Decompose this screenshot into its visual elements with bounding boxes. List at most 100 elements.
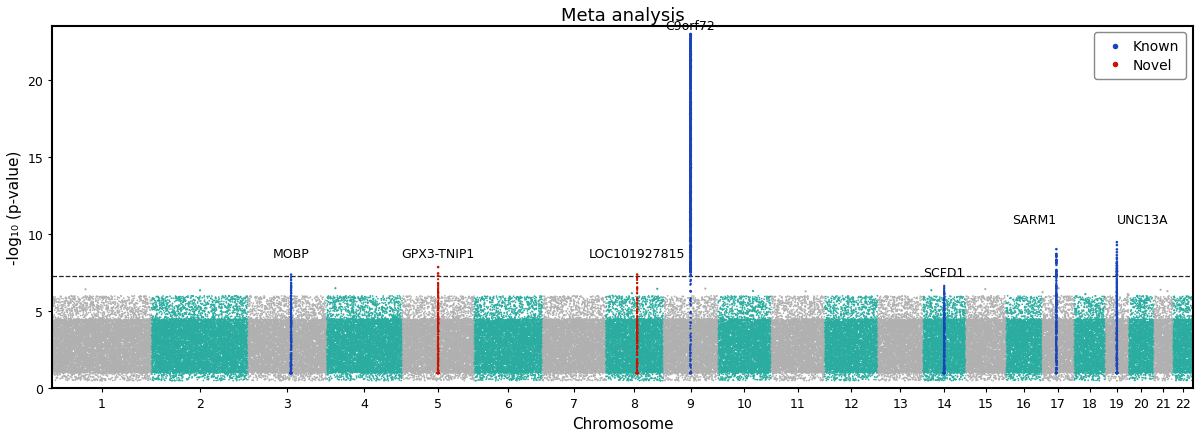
Point xyxy=(524,364,544,371)
Point xyxy=(1130,339,1150,346)
Point xyxy=(1168,356,1187,363)
Point xyxy=(678,325,697,332)
Point xyxy=(656,346,676,353)
Point xyxy=(112,353,131,360)
Point xyxy=(230,350,250,357)
Point xyxy=(383,367,402,374)
Point xyxy=(1002,358,1021,365)
Point xyxy=(407,325,426,332)
Point xyxy=(979,323,998,330)
Point xyxy=(583,337,602,344)
Point xyxy=(1088,364,1108,371)
Point xyxy=(1038,368,1057,375)
Point xyxy=(544,335,563,342)
Point xyxy=(311,311,330,318)
Point xyxy=(92,316,112,323)
Point xyxy=(918,351,937,358)
Point xyxy=(754,329,773,336)
Point xyxy=(743,325,762,332)
Point xyxy=(545,323,564,330)
Point xyxy=(580,362,599,369)
Point xyxy=(1118,361,1138,368)
Point xyxy=(920,353,940,360)
Point xyxy=(76,294,95,301)
Point xyxy=(282,370,301,377)
Point xyxy=(884,343,904,350)
Point xyxy=(664,367,683,374)
Point xyxy=(1181,337,1200,344)
Point xyxy=(379,337,398,344)
Point xyxy=(608,332,628,339)
Point xyxy=(1004,366,1024,373)
Point xyxy=(1108,316,1127,323)
Point xyxy=(617,299,636,306)
Point xyxy=(889,360,908,367)
Point xyxy=(311,359,330,366)
Point xyxy=(626,320,646,327)
Point xyxy=(383,308,402,315)
Point xyxy=(787,322,806,329)
Point xyxy=(858,361,877,368)
Point xyxy=(602,344,622,351)
Point xyxy=(110,324,130,331)
Point xyxy=(470,340,490,347)
Point xyxy=(114,338,133,345)
Point xyxy=(220,328,239,335)
Point xyxy=(298,352,317,359)
Point xyxy=(826,332,845,339)
Point xyxy=(1157,346,1176,353)
Point xyxy=(1100,332,1120,339)
Point xyxy=(253,358,272,365)
Point xyxy=(740,317,760,324)
Point xyxy=(1178,341,1198,348)
Point xyxy=(1030,343,1049,350)
Point xyxy=(746,354,766,361)
Point xyxy=(464,362,484,369)
Point xyxy=(853,328,872,335)
Point xyxy=(217,343,236,350)
Point xyxy=(205,345,224,352)
Point xyxy=(767,361,786,368)
Point xyxy=(1044,367,1063,374)
Point xyxy=(142,350,161,357)
Point xyxy=(787,363,806,370)
Point xyxy=(787,372,806,379)
Point xyxy=(865,325,884,332)
Point xyxy=(908,321,928,328)
Point xyxy=(551,323,570,330)
Point xyxy=(1122,327,1141,334)
Point xyxy=(680,143,700,150)
Point xyxy=(784,363,803,370)
Point xyxy=(1048,329,1067,336)
Point xyxy=(982,367,1001,374)
Point xyxy=(542,358,562,365)
Point xyxy=(1042,366,1061,373)
Point xyxy=(992,341,1012,348)
Point xyxy=(570,361,589,368)
Point xyxy=(515,341,534,348)
Point xyxy=(919,328,938,335)
Point xyxy=(499,334,518,341)
Point xyxy=(514,352,533,359)
Point xyxy=(598,347,617,354)
Point xyxy=(281,339,300,346)
Point xyxy=(1118,345,1138,352)
Point xyxy=(205,304,224,311)
Point xyxy=(534,362,553,369)
Point xyxy=(576,340,595,347)
Point xyxy=(350,318,370,325)
Point xyxy=(664,345,683,352)
Point xyxy=(280,337,299,344)
Point xyxy=(631,343,650,350)
Point xyxy=(328,343,347,350)
Point xyxy=(570,293,589,300)
Point xyxy=(326,330,346,337)
Point xyxy=(437,336,456,343)
Point xyxy=(1025,350,1044,357)
Point xyxy=(108,360,127,367)
Point xyxy=(157,351,176,358)
Point xyxy=(1076,343,1096,350)
Point xyxy=(433,374,452,381)
Point xyxy=(1142,365,1162,372)
Point xyxy=(746,319,766,326)
